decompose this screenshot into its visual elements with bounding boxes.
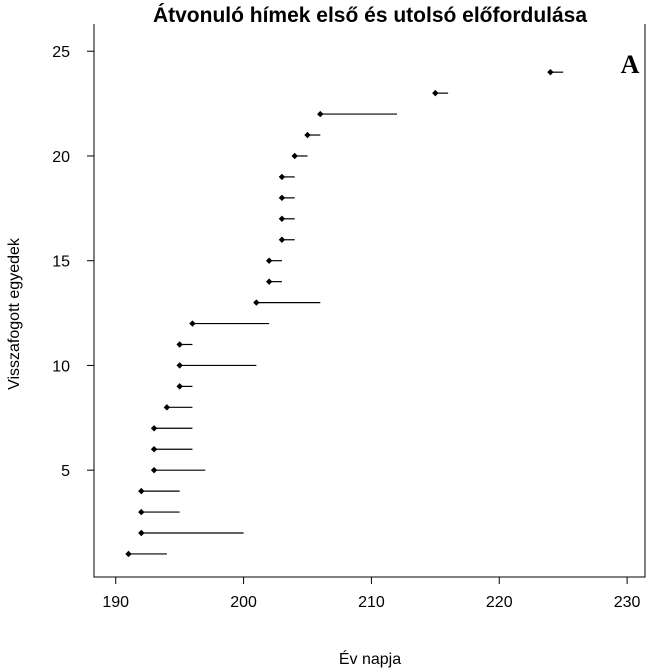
chart-title: Átvonuló hímek első és utolsó előfordulá…: [153, 4, 587, 27]
first-occurrence-point: [138, 508, 145, 516]
first-occurrence-point: [138, 529, 145, 537]
first-occurrence-point: [176, 341, 183, 348]
x-tick-label: 210: [358, 594, 385, 611]
first-occurrence-point: [150, 446, 158, 453]
first-occurrence-point: [150, 466, 158, 474]
first-occurrence-point: [304, 131, 311, 139]
first-occurrence-point: [278, 194, 286, 202]
first-occurrence-point: [176, 383, 183, 390]
x-tick-label: 220: [486, 594, 513, 611]
first-occurrence-point: [176, 362, 183, 369]
x-axis-label: Év napja: [339, 649, 401, 668]
first-occurrence-point: [265, 257, 273, 264]
first-occurrence-point: [317, 110, 324, 118]
first-occurrence-point: [291, 152, 298, 160]
first-occurrence-point: [138, 487, 145, 495]
x-tick-label: 200: [230, 594, 257, 611]
x-tick-label: 190: [102, 594, 129, 611]
y-tick-label: 15: [52, 254, 70, 271]
y-tick-label: 5: [61, 463, 70, 480]
panel-label: A: [621, 50, 640, 79]
y-tick-label: 20: [52, 149, 70, 166]
y-tick-label: 25: [52, 44, 70, 61]
first-occurrence-point: [432, 89, 439, 97]
first-occurrence-point: [265, 278, 273, 285]
y-axis-label: Visszafogott egyedek: [6, 237, 23, 390]
first-occurrence-point: [189, 320, 196, 327]
first-occurrence-point: [163, 404, 171, 411]
plot-frame: [93, 24, 646, 578]
first-occurrence-point: [125, 550, 132, 558]
first-occurrence-point: [278, 215, 286, 223]
y-tick-label: 10: [52, 358, 70, 375]
first-occurrence-point: [150, 425, 158, 432]
plot-area: 190 200 210 220 230 5 10 15 20 25: [52, 24, 646, 611]
first-occurrence-point: [547, 68, 554, 76]
first-occurrence-point: [278, 173, 286, 181]
first-occurrence-point: [278, 236, 286, 243]
x-tick-label: 230: [614, 594, 641, 611]
first-occurrence-point: [253, 299, 260, 306]
